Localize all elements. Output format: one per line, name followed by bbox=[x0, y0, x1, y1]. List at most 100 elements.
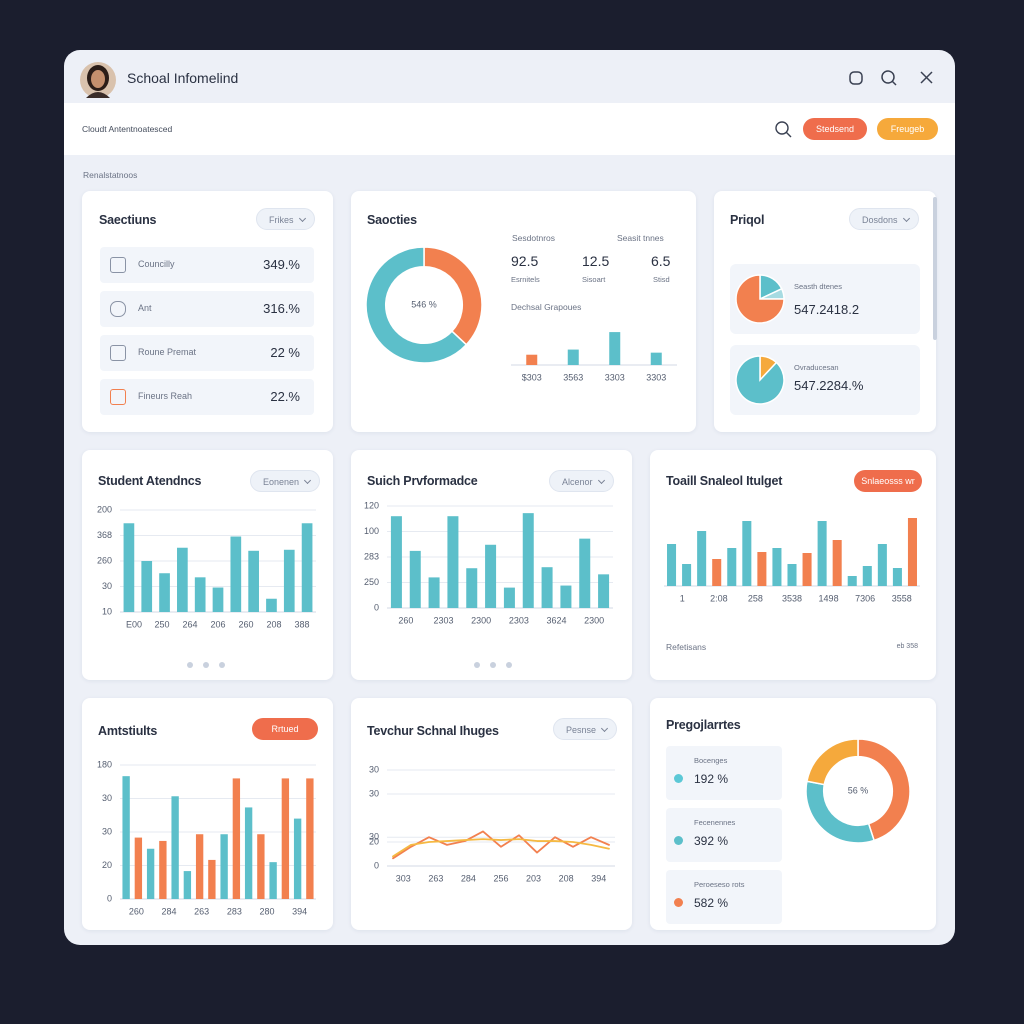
button[interactable]: Freugeb bbox=[877, 118, 938, 140]
item-dot bbox=[674, 898, 683, 907]
bar bbox=[269, 862, 277, 899]
x-tick-label: 1498 bbox=[819, 593, 839, 603]
stat-label: Stisd bbox=[653, 275, 670, 284]
bar bbox=[609, 332, 621, 365]
card-title: Amtstiults bbox=[98, 724, 158, 738]
y-tick-label: 100 bbox=[364, 526, 379, 536]
bar bbox=[802, 553, 812, 586]
item-label: Ovraducesan bbox=[794, 363, 839, 372]
y-tick-label: 0 bbox=[374, 860, 379, 870]
y-tick-label: 30 bbox=[102, 826, 112, 836]
sales-card: Saocties 546 % Sesdotnros Seasit tnnes 9… bbox=[351, 191, 696, 432]
slice bbox=[857, 738, 911, 842]
x-tick-label: 283 bbox=[227, 906, 242, 916]
x-tick-label: $303 bbox=[522, 372, 542, 382]
center-label: 56 % bbox=[848, 785, 869, 795]
y-tick-label: 0 bbox=[107, 893, 112, 903]
home-icon[interactable] bbox=[849, 71, 863, 85]
row-label: Roune Premat bbox=[138, 347, 197, 357]
pager[interactable] bbox=[182, 655, 230, 673]
bar bbox=[306, 778, 314, 899]
stats-card: Saectiuns Frikes Councilly 349.% Ant 316.%… bbox=[82, 191, 333, 432]
button[interactable]: Snlaeosss wr bbox=[854, 470, 922, 492]
bar bbox=[266, 598, 277, 612]
x-tick-label: 2300 bbox=[471, 615, 491, 625]
y-tick-label: 10 bbox=[102, 606, 112, 616]
app-title: Schoal Infomelind bbox=[127, 70, 239, 86]
dropdown[interactable]: Frikes bbox=[256, 208, 315, 230]
y-tick-label: 180 bbox=[97, 759, 112, 769]
bar bbox=[892, 568, 902, 586]
bar bbox=[301, 523, 313, 612]
stat-row: Councilly 349.% bbox=[100, 247, 314, 283]
bar bbox=[503, 587, 515, 608]
x-tick-label: 2300 bbox=[584, 615, 604, 625]
bar bbox=[244, 807, 253, 899]
bar bbox=[832, 540, 842, 586]
x-tick-label: 7306 bbox=[855, 593, 875, 603]
card-title: Priqol bbox=[730, 213, 765, 227]
stat-value: 12.5 bbox=[582, 253, 610, 269]
item-value: 582 % bbox=[694, 896, 729, 910]
bar bbox=[862, 566, 872, 586]
pager[interactable] bbox=[469, 655, 517, 673]
bar bbox=[232, 778, 241, 899]
footer-value: eb 358 bbox=[896, 643, 918, 650]
x-tick-label: 264 bbox=[182, 619, 197, 629]
bar bbox=[390, 516, 402, 608]
bar bbox=[208, 859, 216, 899]
scrollbar[interactable] bbox=[933, 197, 937, 340]
bar bbox=[541, 567, 553, 608]
item-label: Seasth dtenes bbox=[794, 282, 842, 291]
y-tick-label: 20 bbox=[369, 836, 379, 846]
window: Schoal Infomelind Cloudt Antentnoatesced… bbox=[64, 50, 955, 945]
bar bbox=[907, 518, 917, 586]
stat-label: Esrnitels bbox=[511, 275, 540, 284]
x-tick-label: 260 bbox=[129, 906, 144, 916]
x-tick-label: 388 bbox=[294, 619, 309, 629]
bar-chart: 1 2:08 258 3538 1498 7306 3558 bbox=[664, 518, 920, 603]
button[interactable]: Rrtued bbox=[252, 718, 318, 740]
close-icon[interactable] bbox=[920, 71, 933, 84]
toolbar: Cloudt Antentnoatesced Stedsend Freugeb bbox=[64, 103, 955, 155]
x-tick-label: 260 bbox=[238, 619, 253, 629]
stat-value: 6.5 bbox=[651, 253, 671, 269]
bar bbox=[195, 834, 204, 899]
pie-chart bbox=[735, 274, 785, 324]
bar bbox=[293, 818, 302, 899]
bar bbox=[248, 550, 259, 612]
bar bbox=[123, 523, 135, 612]
x-tick-label: E00 bbox=[126, 619, 142, 629]
bar bbox=[183, 871, 192, 899]
bar bbox=[579, 538, 591, 608]
dropdown[interactable]: Eonenen bbox=[250, 470, 321, 492]
dropdown[interactable]: Dosdons bbox=[849, 208, 919, 230]
bar bbox=[159, 573, 170, 612]
bar bbox=[220, 834, 228, 899]
card-title: Suich Prvformadce bbox=[367, 474, 478, 488]
bar bbox=[560, 585, 572, 608]
toolbar-search[interactable] bbox=[774, 120, 794, 140]
x-tick-label: 208 bbox=[266, 619, 281, 629]
button[interactable]: Stedsend bbox=[803, 118, 867, 140]
stat-header: Seasit tnnes bbox=[617, 233, 664, 243]
chart-subtitle: Dechsal Grapoues bbox=[511, 302, 582, 312]
activities-card: Amtstiults Rrtued 0 20 30 30 180 260 284 263 283… bbox=[82, 698, 333, 930]
toolbar-text: Cloudt Antentnoatesced bbox=[82, 124, 173, 134]
row-label: Fineurs Reah bbox=[138, 391, 193, 401]
x-tick-label: 3303 bbox=[646, 372, 666, 382]
dropdown[interactable]: Pesnse bbox=[553, 718, 618, 740]
progress-item: Bocenges 192 % bbox=[666, 746, 782, 800]
x-tick-label: 3624 bbox=[546, 615, 566, 625]
bar bbox=[194, 577, 206, 612]
card-title: Toaill Snaleol Itulget bbox=[666, 474, 783, 488]
budget-card: Toaill Snaleol Itulget Snlaeosss wr 1 2:0… bbox=[650, 450, 936, 680]
row-value: 349.% bbox=[263, 257, 300, 272]
stat-header: Sesdotnros bbox=[512, 233, 555, 243]
search-icon[interactable] bbox=[881, 70, 895, 84]
performance-card: Suich Prvformadce Alcenor 0 250 283 100 120 2… bbox=[351, 450, 632, 680]
x-tick-label: 208 bbox=[559, 873, 574, 883]
x-tick-label: 280 bbox=[259, 906, 274, 916]
dropdown[interactable]: Alcenor bbox=[549, 470, 614, 492]
